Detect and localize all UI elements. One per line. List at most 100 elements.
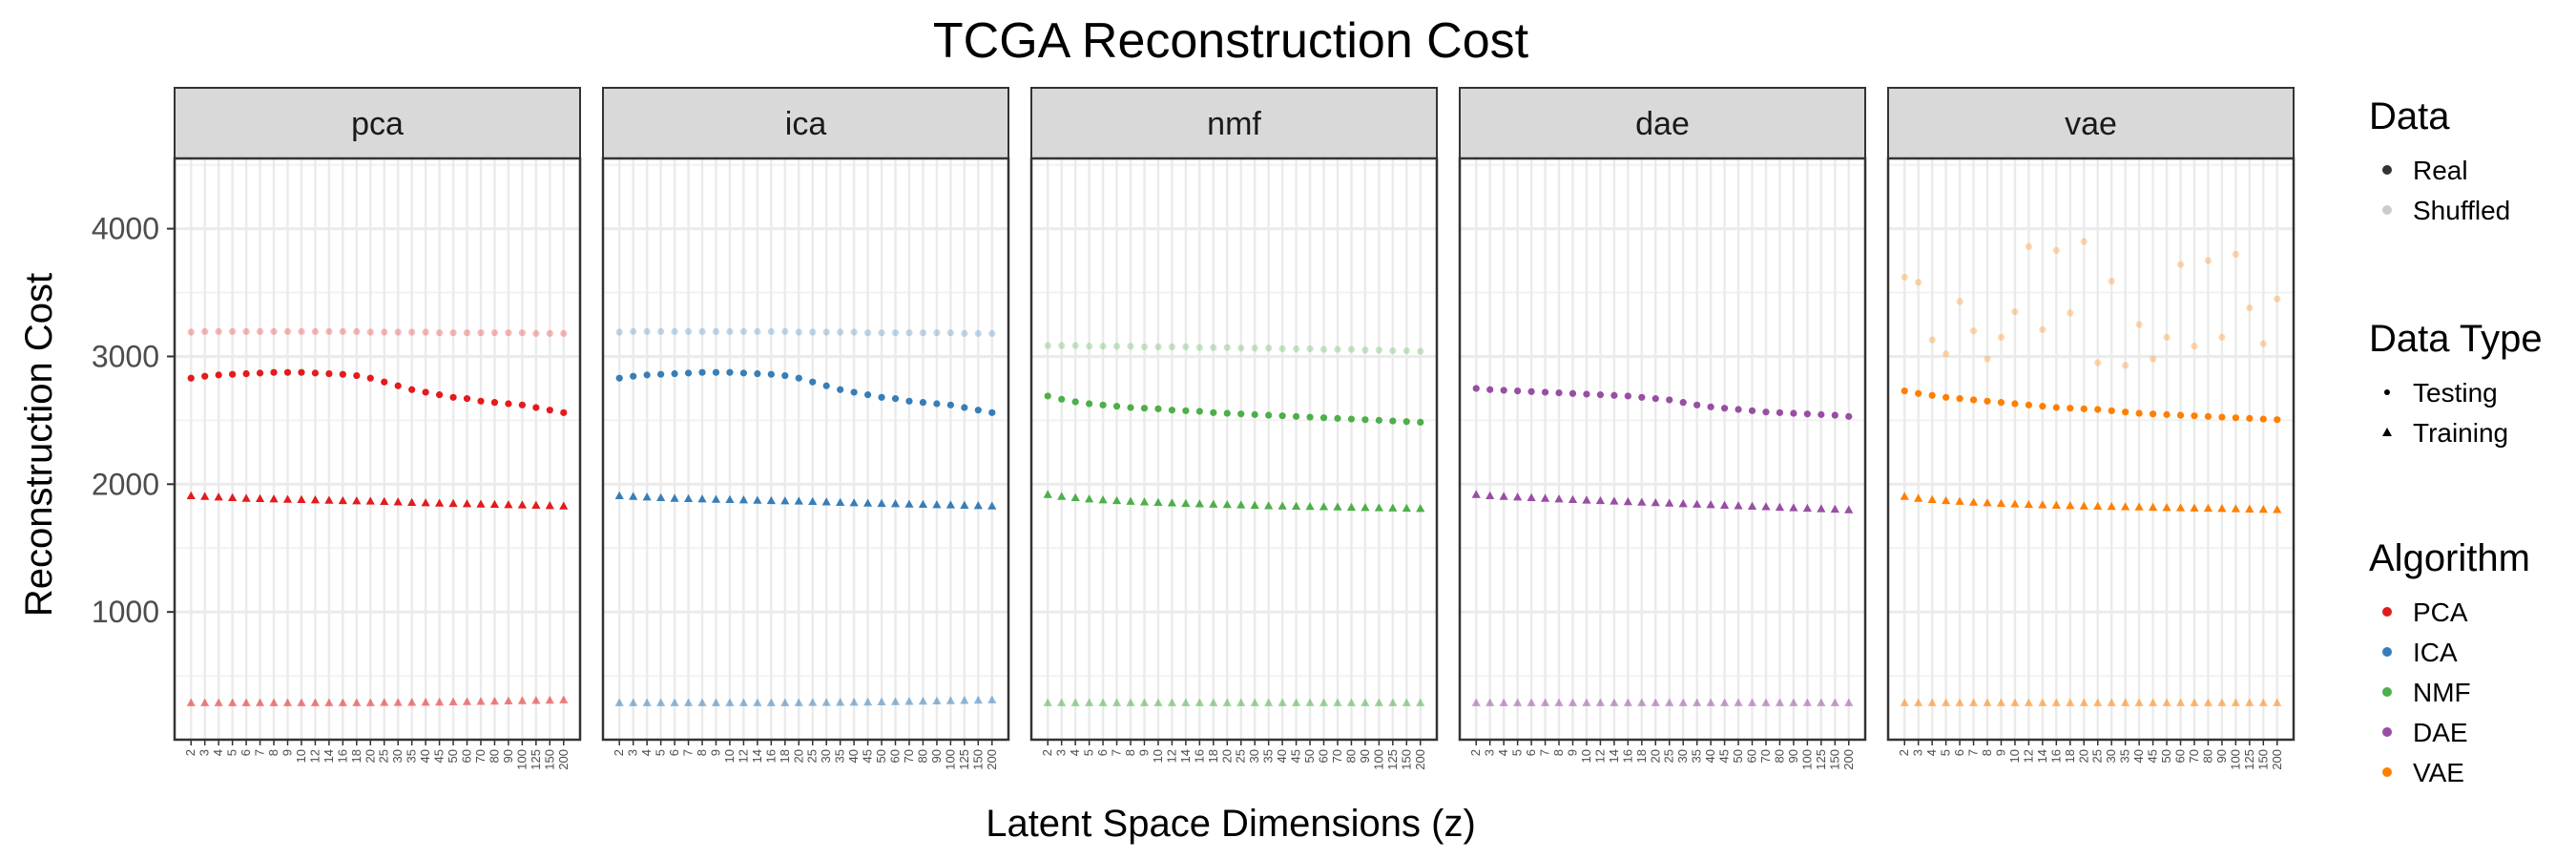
point-shuffled-testing [339,327,346,335]
point-shuffled-training [2093,698,2103,706]
point-real-testing [1306,413,1314,421]
point-real-training [1568,494,1578,504]
x-tick-label: 2 [183,749,197,756]
point-shuffled-testing [1044,342,1051,349]
point-shuffled-testing [366,328,374,336]
point-real-testing [201,372,209,380]
point-real-testing [919,399,927,407]
point-real-testing [2274,416,2281,424]
point-shuffled-training [1291,698,1301,706]
point-shuffled-training [1333,698,1342,706]
point-real-testing [684,369,693,377]
point-real-testing [463,395,471,403]
x-tick-label: 40 [1275,749,1289,763]
legend-item: Testing [2384,378,2498,408]
x-tick-label: 3 [1054,749,1069,756]
point-real-testing [518,401,526,409]
point-shuffled-training [862,697,873,706]
x-tick-label: 16 [763,749,778,763]
legend-key-dot [2382,205,2392,215]
point-real-training [2051,500,2061,509]
point-shuffled-testing [1071,342,1079,349]
point-real-testing [1527,388,1535,395]
point-shuffled-training [1209,698,1218,706]
point-real-testing [754,369,761,378]
point-real-testing [726,368,734,376]
point-shuffled-training [1595,698,1606,706]
point-shuffled-testing [435,329,444,337]
point-shuffled-training [1361,698,1370,706]
point-real-training [1098,495,1108,504]
point-real-training [1222,499,1232,509]
point-real-testing [1666,396,1673,404]
point-shuffled-training [1057,698,1067,706]
x-tick-label: 150 [1399,749,1413,770]
x-tick-label: 5 [654,749,668,756]
point-shuffled-testing [1417,347,1424,355]
x-tick-label: 70 [902,749,916,763]
point-real-training [1485,491,1495,500]
point-real-training [489,499,500,509]
point-shuffled-training [1111,698,1122,706]
point-shuffled-training [517,696,527,704]
x-tick-label: 100 [1371,749,1385,770]
point-real-testing [1790,409,1797,417]
point-shuffled-training [780,698,790,706]
x-tick-label: 2 [1468,749,1483,756]
point-real-training [476,499,486,508]
point-real-testing [2094,406,2102,413]
point-shuffled-training [504,696,513,704]
point-real-testing [505,400,512,408]
x-tick-label: 50 [2159,749,2173,763]
x-tick-label: 9 [708,749,722,756]
point-shuffled-testing [242,327,250,335]
point-shuffled-testing [2246,304,2254,312]
point-real-training [297,494,306,504]
point-shuffled-training [1181,698,1191,706]
point-shuffled-training [2217,698,2227,706]
point-shuffled-training [1126,698,1135,706]
x-tick-label: 45 [2146,749,2160,763]
y-tick-label: 2000 [92,467,159,501]
point-shuffled-training [214,698,223,706]
point-shuffled-testing [1058,342,1066,349]
point-real-training [448,498,458,508]
point-shuffled-training [1167,698,1177,706]
point-real-testing [560,409,568,416]
point-real-testing [2080,405,2088,412]
legend-key-triangle [2382,428,2392,436]
point-shuffled-testing [532,329,540,337]
point-real-training [794,496,803,505]
point-real-testing [1472,385,1480,392]
x-tick-label: 150 [2255,749,2270,770]
point-shuffled-training [1250,698,1259,706]
point-real-testing [2025,401,2033,409]
point-shuffled-training [1278,698,1287,706]
x-tick-label: 12 [1592,749,1607,763]
point-real-testing [1182,407,1190,414]
x-tick-label: 25 [805,749,820,763]
point-shuffled-testing [905,329,913,337]
point-shuffled-training [2203,698,2213,706]
point-real-training [186,491,196,500]
point-real-training [1996,498,2006,508]
point-real-training [1278,501,1287,510]
point-shuffled-training [186,698,196,706]
point-real-testing [630,372,637,380]
legend-item: ICA [2382,638,2458,667]
legend-title: Data Type [2369,318,2543,360]
x-tick-label: 150 [1827,749,1841,770]
x-tick-label: 20 [1648,749,1662,763]
x-tick-label: 125 [529,749,543,770]
point-shuffled-training [1955,698,1964,706]
point-real-testing [1292,412,1300,420]
point-real-training [2190,503,2199,512]
x-tick-label: 80 [487,749,501,763]
x-tick-label: 80 [915,749,929,763]
point-real-training [1817,504,1826,513]
legend-title: Data [2369,95,2450,137]
point-real-testing [1278,412,1286,420]
point-real-testing [1956,395,1963,403]
point-shuffled-testing [974,329,982,337]
point-shuffled-testing [1112,343,1121,350]
